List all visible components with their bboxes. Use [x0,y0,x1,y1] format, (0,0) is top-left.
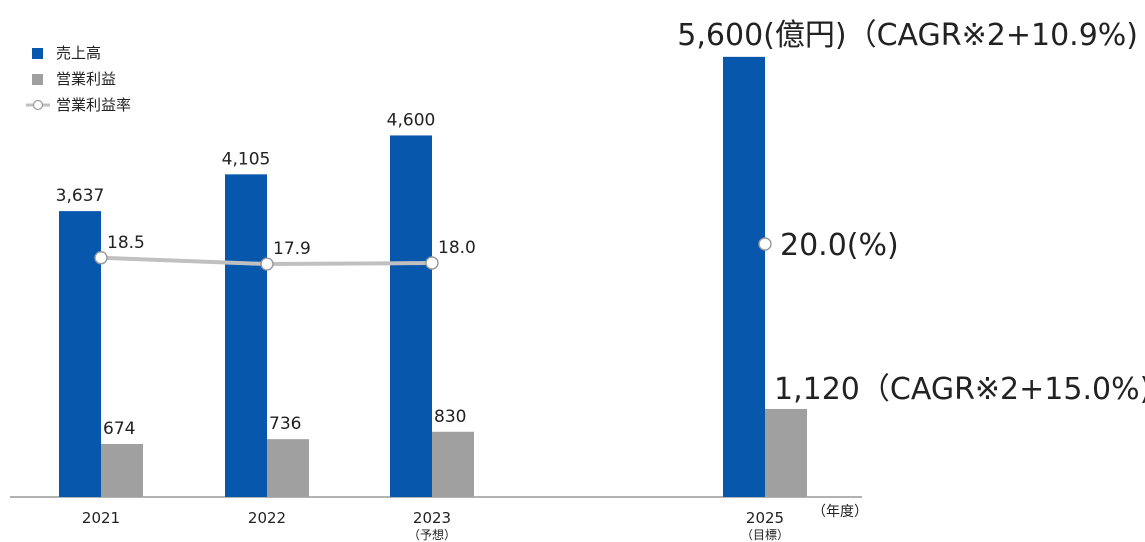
margin-point [260,257,274,271]
legend-label-profit: 営業利益 [56,70,117,88]
x-unit-label: （年度） [812,504,868,520]
margin-point [94,251,108,265]
legend-swatch-margin [26,99,50,111]
x-tick-label: 2022 [248,509,286,527]
x-tick-label: 2023 [413,509,451,527]
legend-label-margin: 営業利益率 [56,96,132,114]
sales-data-label: 4,105 [222,149,271,169]
profit-bar [765,408,807,497]
profit-data-label: 736 [269,414,301,434]
legend-swatch-sales [32,48,43,59]
margin-data-label: 18.0 [438,238,476,258]
profit-data-label: 674 [103,419,135,439]
margin-data-label: 18.5 [107,233,145,253]
x-tick-label: 2021 [82,509,120,527]
legend-label-sales: 売上高 [56,44,102,62]
profit-data-label: 830 [434,407,466,427]
margin-target-label: 20.0(%) [780,228,899,263]
x-tick-note: （目標） [741,528,789,542]
sales-bar [723,56,765,498]
margin-data-label: 17.9 [273,239,311,259]
sales-data-label: 4,600 [387,110,436,130]
margin-point [425,256,439,270]
sales-bar [59,211,101,497]
sales-target-label: 5,600(億円)（CAGR※2+10.9%) [677,18,1138,53]
sales-bar [390,135,432,497]
profit-bar [432,431,474,497]
profit-target-label: 1,120（CAGR※2+15.0%) [774,372,1145,407]
sales-bar [225,174,267,498]
x-tick-label: 2025 [746,509,784,527]
sales-data-label: 3,637 [56,186,105,206]
profit-bar [267,439,309,497]
margin-target-point [758,237,772,251]
x-tick-note: （予想） [408,527,456,542]
legend-swatch-profit [32,74,43,85]
profit-bar [101,444,143,497]
